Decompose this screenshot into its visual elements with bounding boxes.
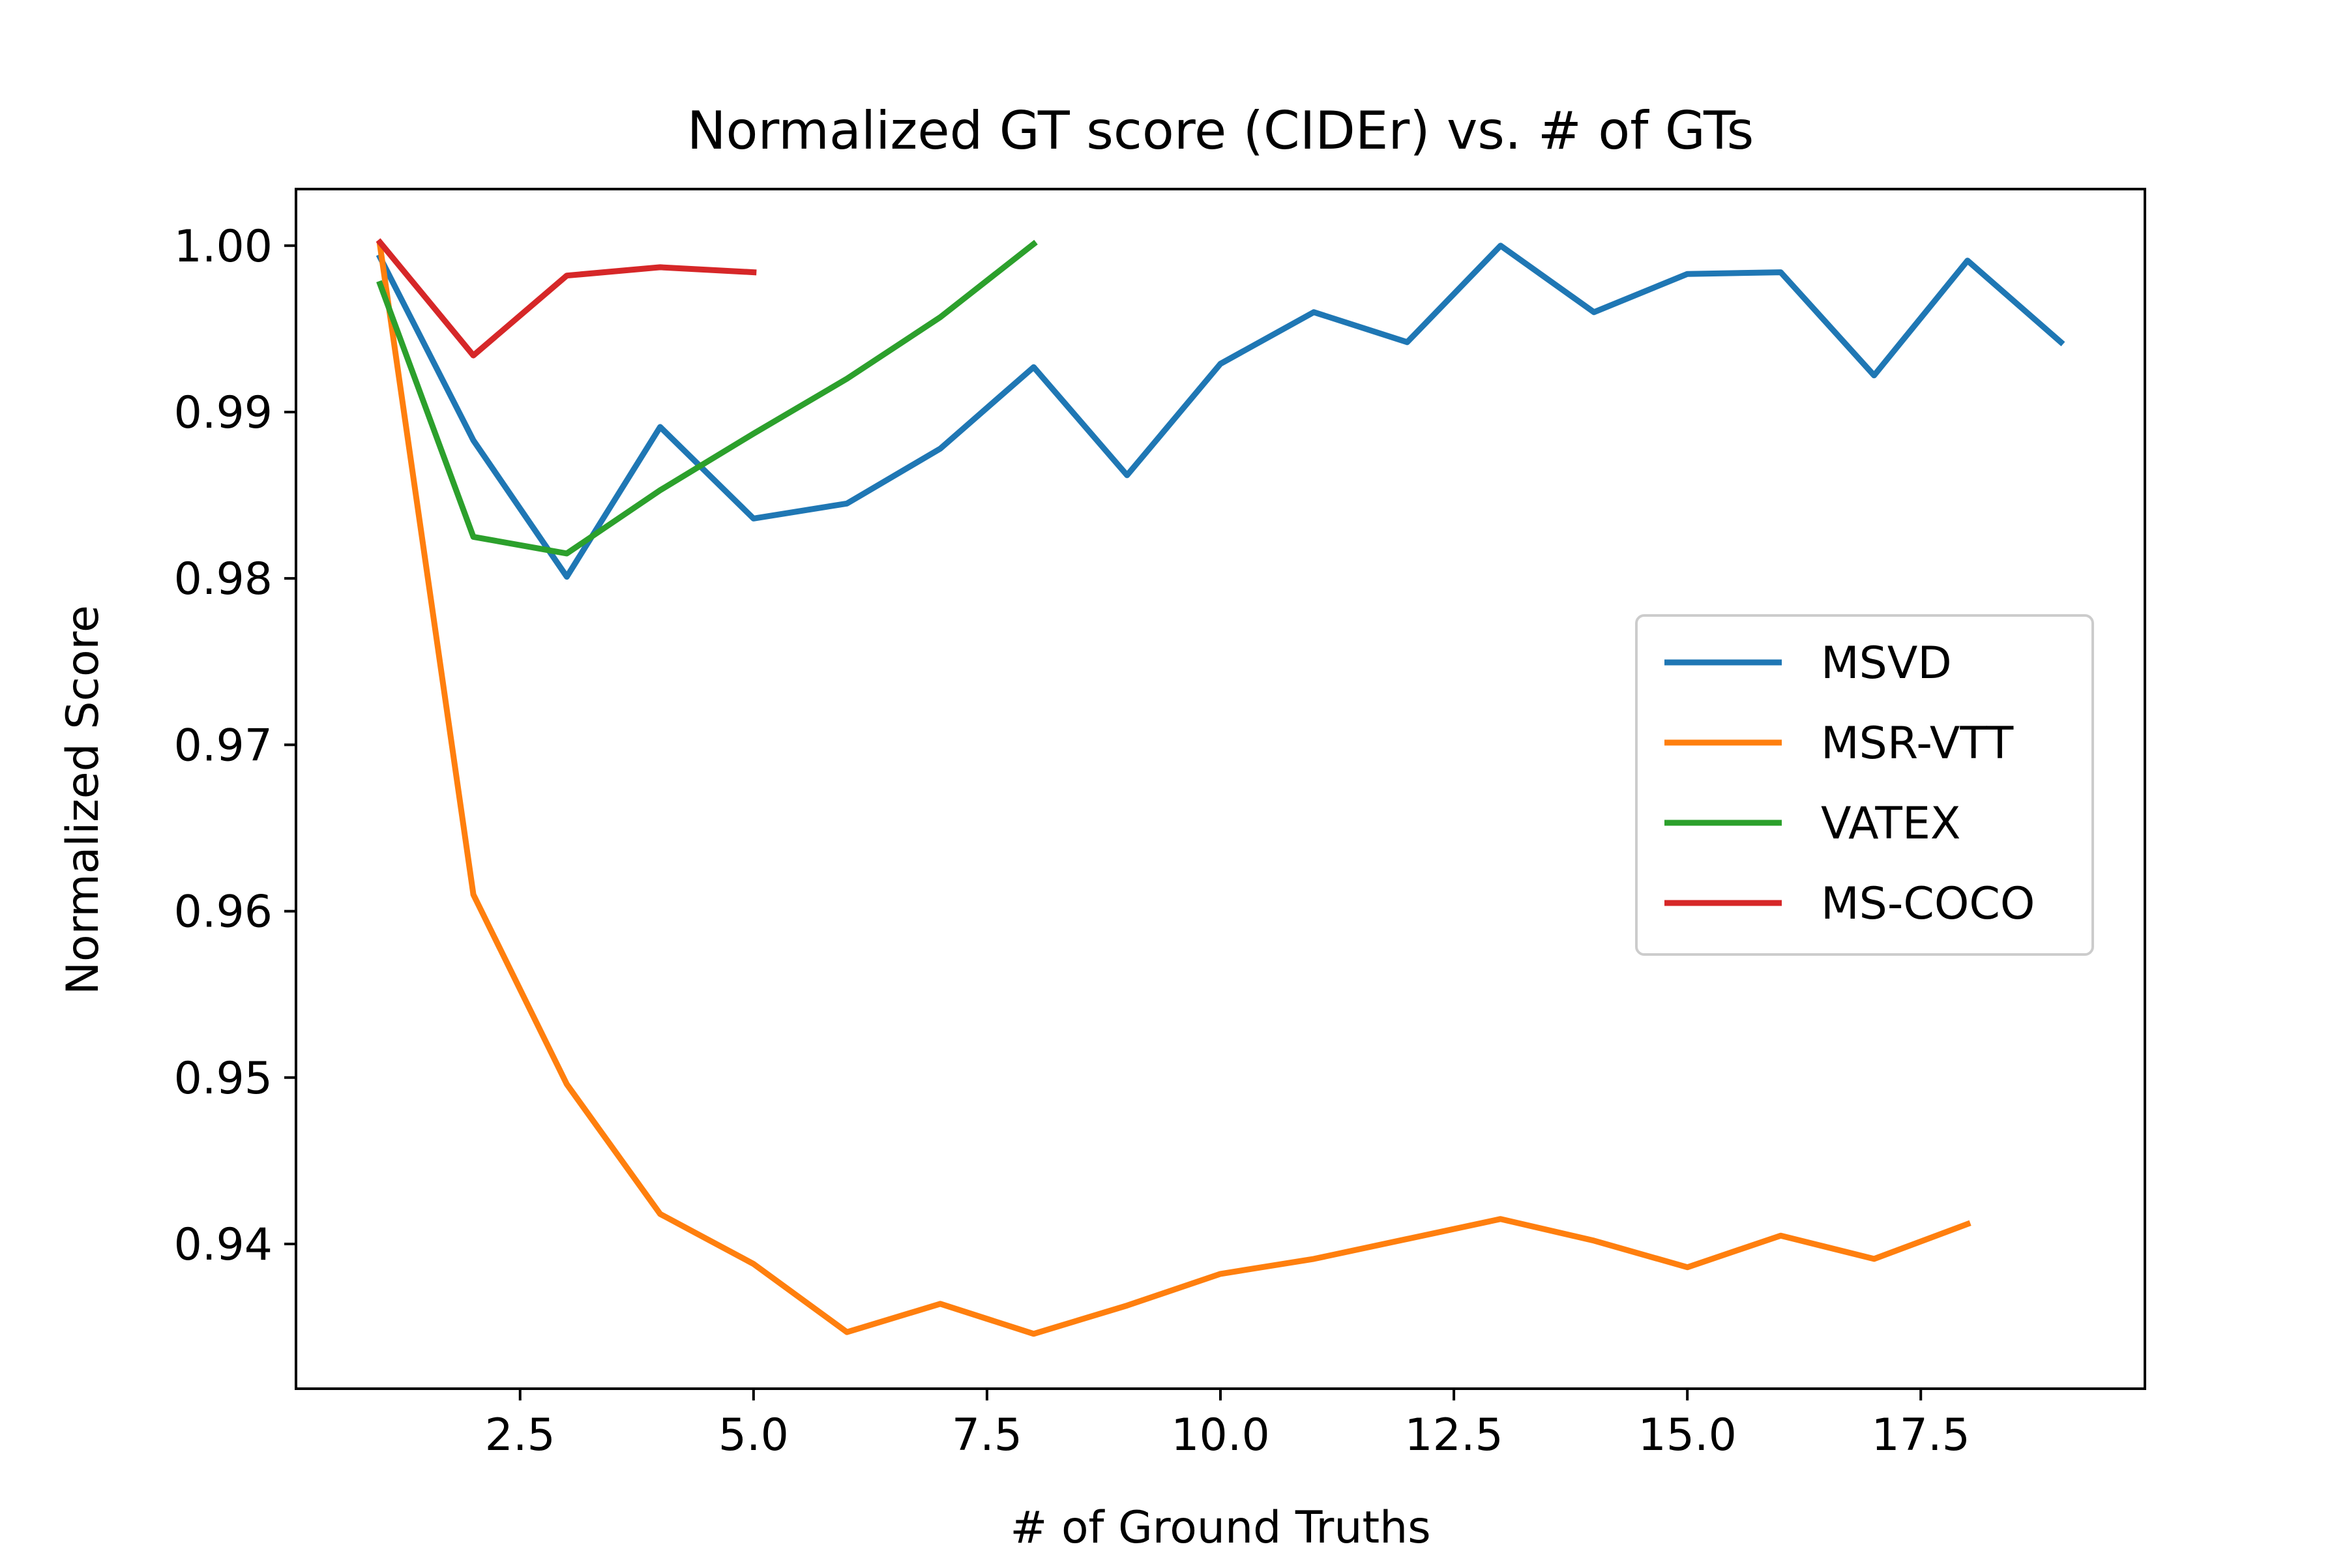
y-tick-label: 0.95 — [174, 1053, 273, 1104]
x-tick-label: 15.0 — [1638, 1410, 1736, 1461]
series-line-msr-vtt — [376, 242, 1971, 1337]
y-axis-label: Normalized Score — [57, 605, 109, 995]
legend-label-ms-coco: MS-COCO — [1821, 878, 2035, 930]
x-tick-label: 12.5 — [1404, 1410, 1503, 1461]
legend-label-msvd: MSVD — [1821, 638, 1952, 689]
series-line-msvd — [376, 243, 2065, 580]
x-tick-label: 7.5 — [952, 1410, 1022, 1461]
x-tick-label: 2.5 — [485, 1410, 555, 1461]
series-line-ms-coco — [376, 238, 757, 359]
legend-label-vatex: VATEX — [1821, 798, 1961, 850]
x-axis-label: # of Ground Truths — [1010, 1502, 1430, 1554]
axes: 2.5 5.0 7.5 10.0 12.5 15.0 17.5 0.94 0.95 0.96 0.9… — [174, 188, 2146, 1461]
legend-box — [1635, 614, 2094, 956]
x-tick-label: 10.0 — [1171, 1410, 1269, 1461]
legend-label-msr-vtt: MSR-VTT — [1821, 718, 2014, 769]
y-tick-label: 1.00 — [174, 221, 273, 273]
y-tick-label: 0.98 — [174, 554, 273, 605]
y-tick-label: 0.96 — [174, 887, 273, 938]
y-tick-label: 0.94 — [174, 1219, 273, 1271]
plot-area — [376, 238, 2065, 1337]
x-tick-label: 5.0 — [718, 1410, 789, 1461]
legend: MSVD MSR-VTT VATEX MS-COCO — [1635, 614, 2094, 956]
y-tick-label: 0.99 — [174, 387, 273, 439]
x-tick-label: 17.5 — [1872, 1410, 1970, 1461]
y-tick-label: 0.97 — [174, 720, 273, 771]
series-line-vatex — [376, 239, 1038, 557]
chart-title: Normalized GT score (CIDEr) vs. # of GTs — [687, 100, 1754, 161]
